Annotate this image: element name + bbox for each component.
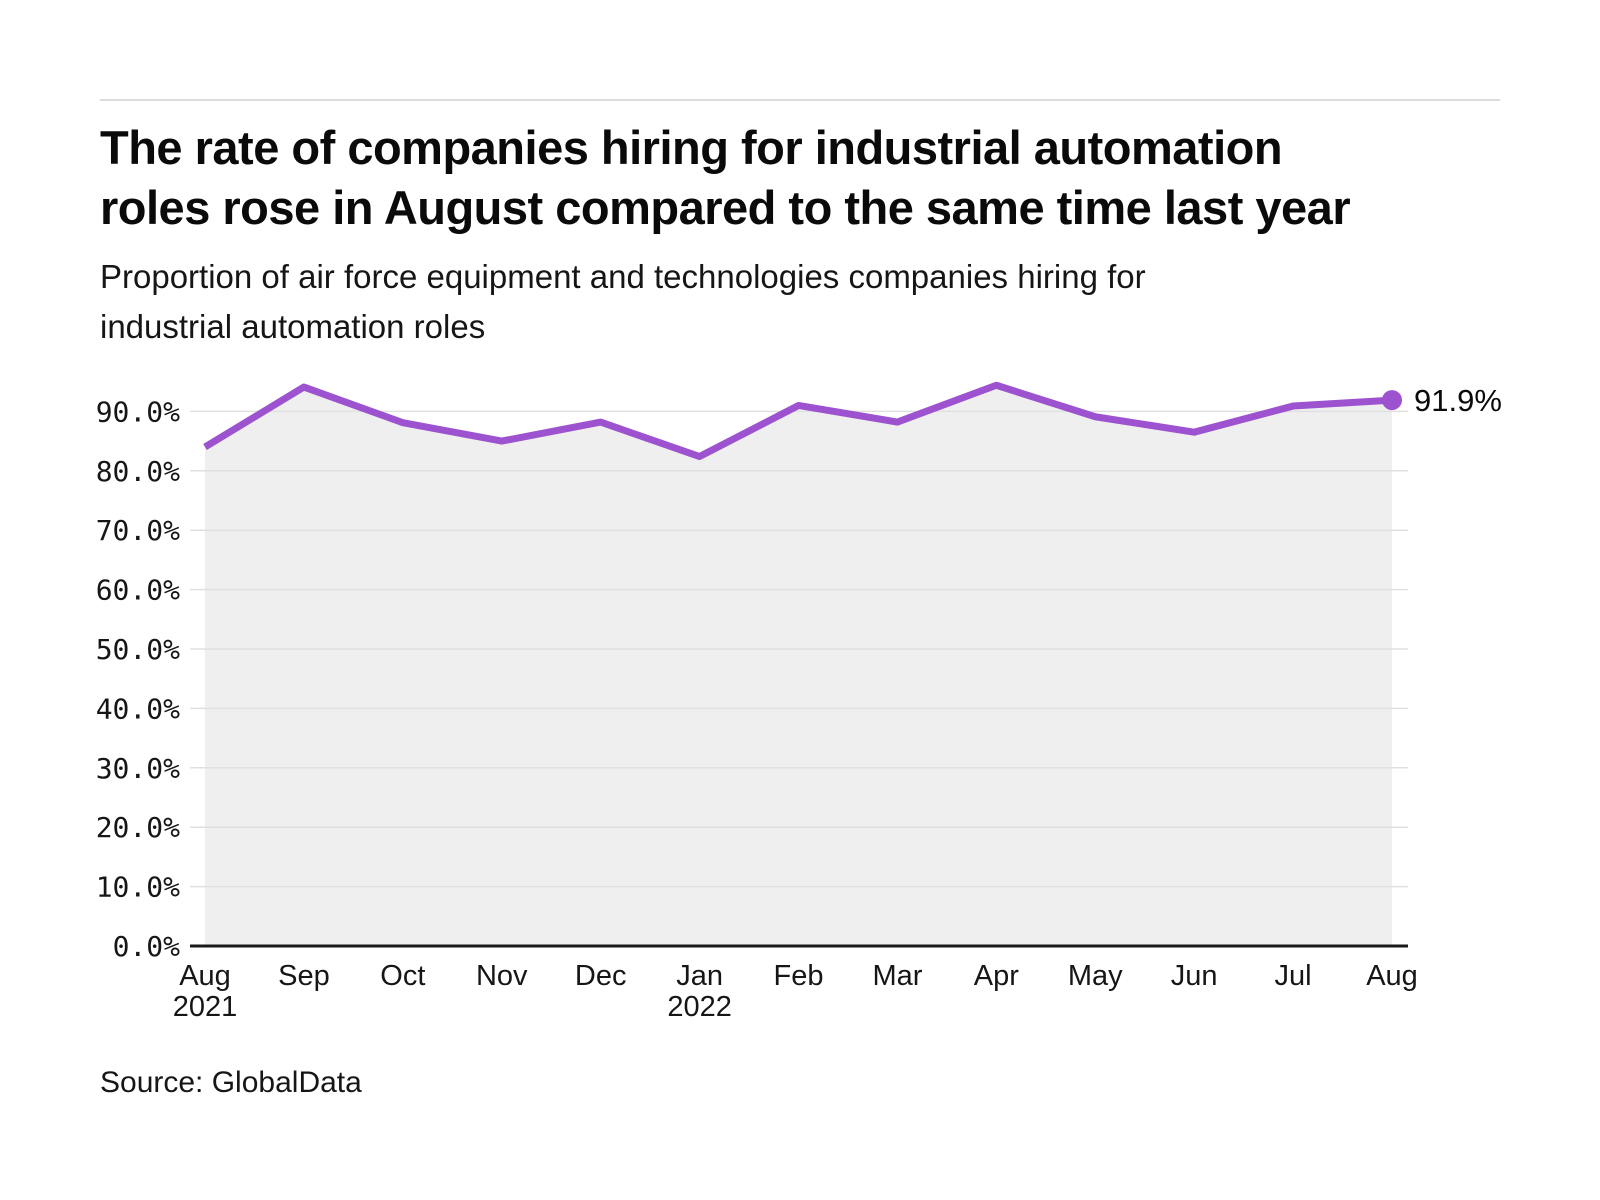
y-tick-label: 60.0% <box>96 574 180 607</box>
x-tick-label: Aug <box>179 960 231 992</box>
x-tick-label: Dec <box>575 960 627 992</box>
y-tick-label: 40.0% <box>96 692 180 725</box>
y-tick-label: 50.0% <box>96 633 180 666</box>
x-tick-label: Jun <box>1171 960 1218 992</box>
top-divider-rule <box>100 99 1500 101</box>
chart-subtitle: Proportion of air force equipment and te… <box>100 252 1520 352</box>
x-tick-year-label: 2022 <box>667 991 732 1023</box>
x-tick-label: May <box>1068 960 1123 992</box>
y-tick-label: 10.0% <box>96 871 180 904</box>
x-tick-label: Aug <box>1366 960 1418 992</box>
x-tick-label: Sep <box>278 960 330 992</box>
x-tick-label: Feb <box>774 960 824 992</box>
y-tick-label: 30.0% <box>96 752 180 785</box>
x-tick-label: Jul <box>1275 960 1312 992</box>
y-tick-label: 80.0% <box>96 455 180 488</box>
chart-title-line1: The rate of companies hiring for industr… <box>100 121 1283 174</box>
x-tick-label: Oct <box>380 960 425 992</box>
x-tick-label: Nov <box>476 960 528 992</box>
end-value-label: 91.9% <box>1414 383 1502 418</box>
x-tick-label: Apr <box>974 960 1019 992</box>
y-tick-label: 20.0% <box>96 811 180 844</box>
end-point-dot <box>1382 390 1402 411</box>
x-tick-label: Mar <box>872 960 922 992</box>
y-tick-label: 70.0% <box>96 514 180 547</box>
trend-line <box>203 381 1393 461</box>
chart-title-line2: roles rose in August compared to the sam… <box>100 181 1351 234</box>
x-tick-year-label: 2021 <box>173 991 238 1023</box>
chart-subtitle-line2: industrial automation roles <box>100 308 486 345</box>
y-tick-label: 90.0% <box>96 395 180 428</box>
x-tick-label: Jan <box>676 960 723 992</box>
source-note: Source: GlobalData <box>100 1066 362 1099</box>
chart-title: The rate of companies hiring for industr… <box>100 118 1520 238</box>
y-tick-label: 0.0% <box>113 930 181 963</box>
chart-subtitle-line1: Proportion of air force equipment and te… <box>100 258 1146 295</box>
area-fill <box>205 385 1392 946</box>
